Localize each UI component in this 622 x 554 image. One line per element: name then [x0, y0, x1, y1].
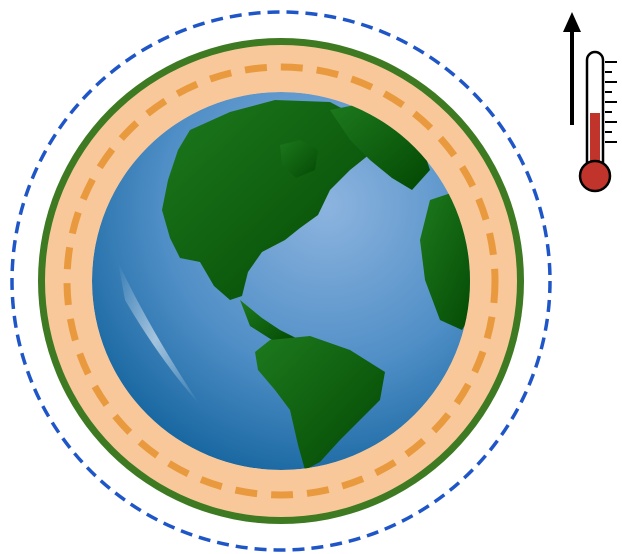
rising-arrow	[563, 12, 581, 125]
thermometer	[578, 50, 617, 193]
heat-path	[63, 63, 499, 499]
atmosphere-boundary	[10, 10, 552, 552]
